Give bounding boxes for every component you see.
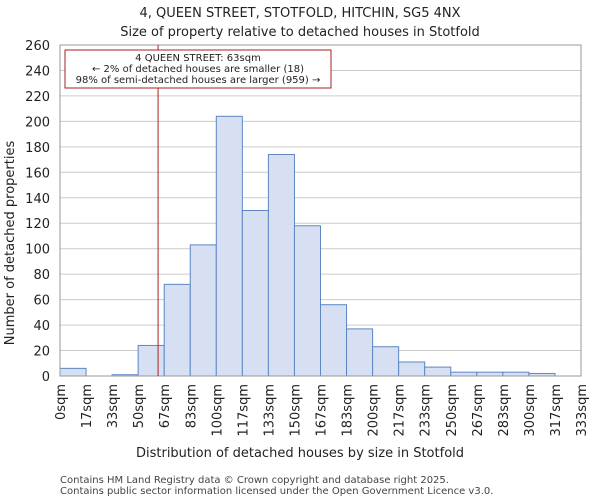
y-axis-label: Number of detached properties xyxy=(3,141,18,346)
y-tick-label: 160 xyxy=(25,166,50,181)
x-tick-label: 50sqm xyxy=(132,384,147,428)
x-tick-label: 333sqm xyxy=(575,384,590,437)
annotation-line-3: 98% of semi-detached houses are larger (… xyxy=(76,75,321,86)
y-tick-label: 100 xyxy=(25,243,50,258)
annotation-line-1: 4 QUEEN STREET: 63sqm xyxy=(135,53,261,64)
x-tick-label: 67sqm xyxy=(158,384,173,428)
y-tick-label: 60 xyxy=(33,294,50,309)
plot-area-frame xyxy=(59,44,582,377)
chart-title: 4, QUEEN STREET, STOTFOLD, HITCHIN, SG5 … xyxy=(139,6,460,21)
x-tick-labels: 0sqm 17sqm 33sqm 50sqm 67sqm 83sqm 100sqm 117sq… xyxy=(54,384,590,437)
histogram-bar xyxy=(346,328,374,377)
y-tick-label: 120 xyxy=(25,217,50,232)
y-tick-label: 80 xyxy=(33,268,50,283)
histogram-bar xyxy=(189,244,217,377)
y-tick-label: 20 xyxy=(33,345,50,360)
histogram-bar xyxy=(215,115,243,377)
x-tick-label: 183sqm xyxy=(341,384,356,437)
x-tick-label: 250sqm xyxy=(445,384,460,437)
x-tick-label: 300sqm xyxy=(523,384,538,437)
histogram-bar xyxy=(267,153,295,377)
histogram-bar xyxy=(502,371,530,377)
histogram-bar xyxy=(59,367,87,377)
annotation-line-2: ← 2% of detached houses are smaller (18) xyxy=(92,64,304,75)
x-tick-label: 267sqm xyxy=(471,384,486,437)
histogram-bar xyxy=(137,344,165,377)
y-tick-labels: 0 20 40 60 80 100 120 140 160 180 200 220 240 260 xyxy=(25,39,50,385)
x-tick-label: 133sqm xyxy=(262,384,277,437)
x-tick-label: 83sqm xyxy=(184,384,199,428)
x-tick-label: 33sqm xyxy=(106,384,121,428)
annotation-box: 4 QUEEN STREET: 63sqm ← 2% of detached h… xyxy=(64,49,332,89)
histogram-bar xyxy=(241,210,269,377)
y-tick-label: 260 xyxy=(25,39,50,54)
y-tick-label: 40 xyxy=(33,319,50,334)
x-tick-label: 317sqm xyxy=(549,384,564,437)
x-tick-label: 150sqm xyxy=(288,384,303,437)
histogram-bar xyxy=(398,361,426,377)
histogram-bar xyxy=(450,371,478,377)
x-tick-label: 117sqm xyxy=(236,384,251,437)
x-tick-label: 233sqm xyxy=(419,384,434,437)
x-axis-label: Distribution of detached houses by size … xyxy=(136,446,464,461)
x-tick-label: 17sqm xyxy=(80,384,95,428)
footer-line-2: Contains public sector information licen… xyxy=(60,486,493,497)
x-tick-label: 200sqm xyxy=(367,384,382,437)
x-tick-label: 0sqm xyxy=(54,384,69,420)
histogram-bar xyxy=(320,304,348,377)
bars xyxy=(59,115,556,377)
x-tick-label: 283sqm xyxy=(497,384,512,437)
y-tick-label: 240 xyxy=(25,64,50,79)
y-tick-label: 200 xyxy=(25,115,50,130)
histogram-bar xyxy=(163,283,191,377)
annotation-frame xyxy=(64,49,332,89)
x-tick-label: 100sqm xyxy=(210,384,225,437)
footer-line-1: Contains HM Land Registry data © Crown c… xyxy=(60,475,449,486)
y-tick-label: 0 xyxy=(42,370,50,385)
y-tick-label: 220 xyxy=(25,90,50,105)
y-tick-label: 180 xyxy=(25,141,50,156)
histogram-bar xyxy=(476,371,504,377)
x-tick-label: 217sqm xyxy=(393,384,408,437)
histogram-bar xyxy=(424,366,452,377)
y-tick-label: 140 xyxy=(25,192,50,207)
chart-subtitle: Size of property relative to detached ho… xyxy=(120,25,480,40)
histogram-bar xyxy=(372,346,400,377)
x-tick-label: 167sqm xyxy=(315,384,330,437)
histogram-bar xyxy=(293,225,322,377)
